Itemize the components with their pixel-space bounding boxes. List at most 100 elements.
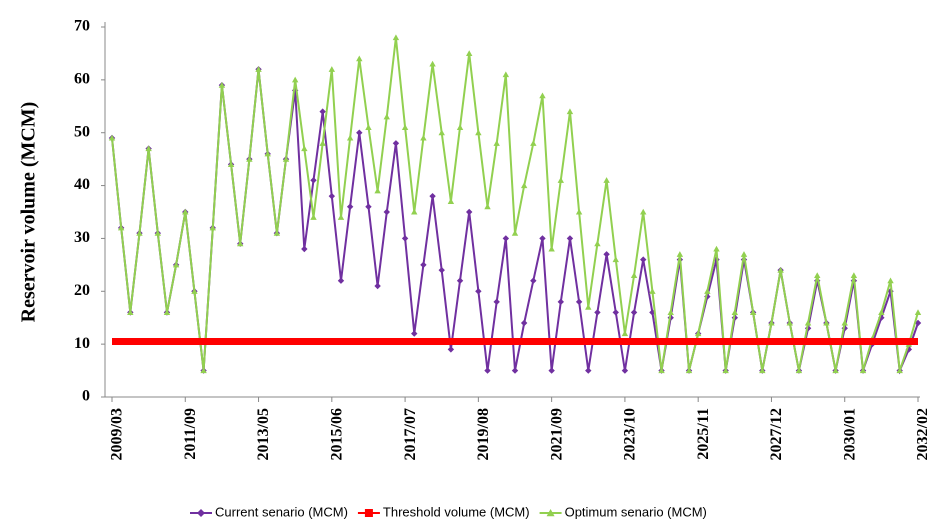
data-point (603, 251, 610, 258)
data-point (237, 240, 244, 247)
data-point (520, 319, 528, 327)
data-point (859, 367, 867, 374)
data-point (374, 282, 381, 290)
data-point (154, 229, 161, 236)
data-point (117, 224, 125, 231)
data-point (493, 140, 500, 146)
data-point (438, 266, 445, 274)
data-point (548, 367, 555, 374)
data-point (557, 298, 564, 306)
data-point (795, 367, 803, 374)
x-tick-label: 2019/08 (475, 408, 492, 460)
data-point (108, 134, 116, 141)
x-tick-label: 2032/02 (915, 408, 927, 460)
y-tick-label: 10 (74, 335, 90, 352)
y-tick-label: 30 (74, 229, 90, 246)
data-point (502, 235, 510, 242)
x-tick-label: 2013/05 (255, 408, 272, 460)
data-point (658, 367, 665, 374)
data-point (255, 66, 262, 72)
data-point (585, 303, 592, 310)
data-point (365, 203, 372, 210)
data-point (539, 235, 546, 242)
data-point (356, 55, 363, 62)
y-tick-label: 50 (74, 123, 90, 140)
data-point (621, 330, 629, 337)
y-tick-label: 70 (74, 18, 90, 35)
data-point (328, 66, 336, 72)
x-tick-label: 2017/07 (402, 408, 419, 460)
data-point (759, 367, 766, 374)
data-point (218, 81, 226, 88)
data-point (694, 330, 702, 337)
data-point (832, 367, 839, 374)
data-point (896, 367, 903, 374)
data-point (704, 288, 711, 294)
data-point (429, 60, 436, 67)
data-point (264, 150, 271, 157)
data-point (630, 309, 638, 316)
x-tick-label: 2015/06 (328, 408, 345, 460)
data-point (301, 145, 308, 152)
data-point (484, 367, 491, 374)
data-point (411, 330, 418, 337)
data-point (594, 309, 601, 316)
data-point (511, 367, 519, 374)
data-point (182, 208, 189, 215)
data-point (585, 367, 592, 374)
data-point (557, 177, 564, 183)
data-point (365, 124, 372, 130)
data-point (878, 309, 885, 315)
data-point (246, 155, 253, 162)
data-point (200, 367, 207, 374)
x-tick-label: 2027/12 (768, 408, 785, 460)
data-point (466, 50, 473, 56)
data-point (328, 192, 336, 200)
y-tick-label: 40 (74, 176, 90, 193)
data-point (621, 367, 629, 374)
data-point (841, 325, 848, 332)
x-tick-label: 2009/03 (109, 408, 126, 460)
data-point (685, 367, 693, 374)
data-point (566, 235, 574, 242)
data-point (429, 192, 436, 200)
data-point (392, 34, 400, 41)
data-point (136, 229, 143, 236)
legend-label: Current senario (MCM) (215, 504, 348, 519)
legend-marker (197, 509, 205, 517)
x-tick-label: 2025/11 (695, 408, 712, 460)
data-point (411, 208, 418, 215)
data-point (566, 108, 574, 115)
x-tick-label: 2023/10 (622, 408, 639, 460)
data-point (447, 346, 455, 353)
data-point (456, 124, 464, 130)
series-line (111, 37, 919, 371)
x-tick-label: 2030/01 (841, 408, 858, 460)
data-point (420, 134, 427, 141)
data-point (768, 319, 775, 326)
data-point (493, 298, 500, 306)
data-point (456, 277, 464, 284)
data-point (749, 309, 757, 315)
data-point (466, 208, 473, 216)
data-point (630, 272, 638, 278)
legend-label: Threshold volume (MCM) (383, 504, 530, 519)
data-point (713, 245, 720, 252)
data-point (502, 71, 510, 78)
legend-marker (364, 509, 373, 517)
y-tick-label: 0 (82, 388, 90, 405)
y-axis-label: Reservoir volume (MCM) (18, 102, 40, 323)
data-point (291, 76, 299, 83)
data-point (319, 108, 326, 115)
data-point (301, 245, 308, 253)
data-point (356, 129, 363, 136)
data-point (777, 266, 784, 273)
data-point (420, 261, 427, 269)
data-point (392, 140, 400, 147)
data-point (539, 92, 546, 99)
legend-marker (546, 509, 555, 517)
data-point (337, 214, 345, 220)
data-point (374, 187, 381, 194)
data-point (786, 319, 793, 326)
